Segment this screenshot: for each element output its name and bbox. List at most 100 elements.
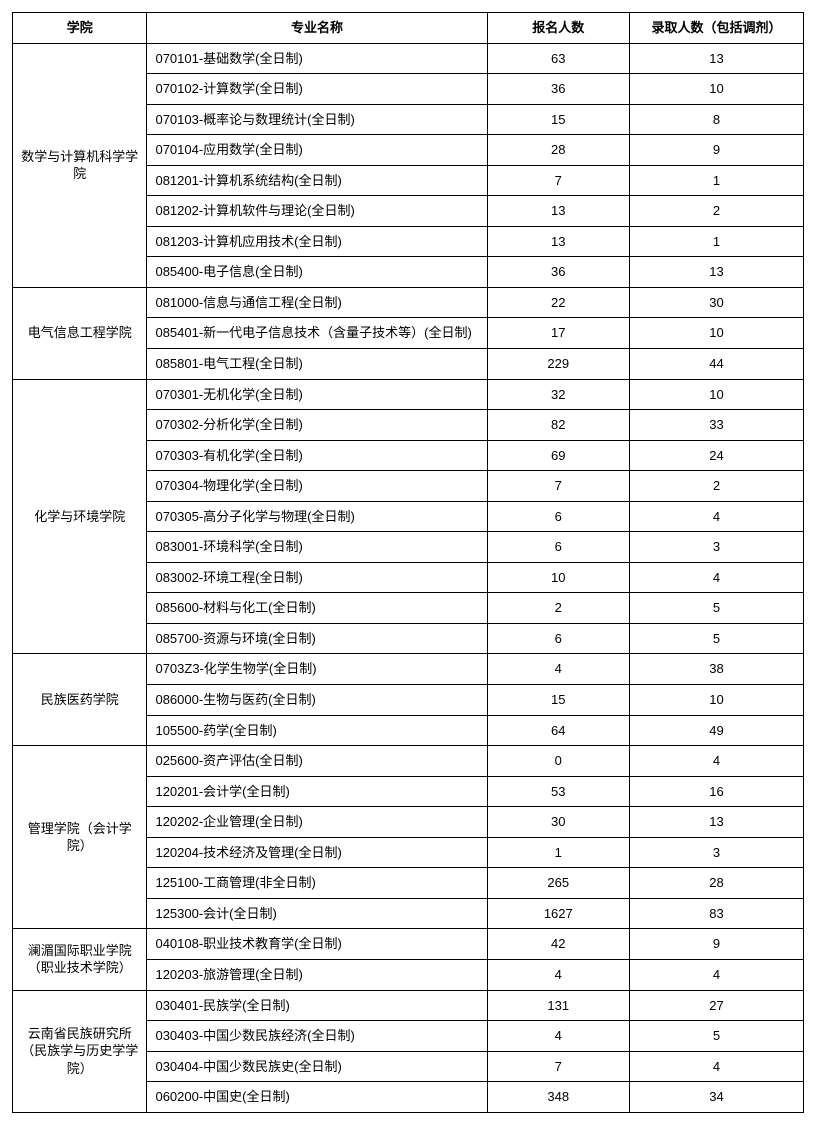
applicants-cell: 7 [487,1051,629,1082]
admits-cell: 9 [629,929,803,960]
applicants-cell: 6 [487,532,629,563]
admits-cell: 2 [629,471,803,502]
applicants-cell: 36 [487,74,629,105]
school-cell: 云南省民族研究所（民族学与历史学学院） [13,990,147,1112]
admits-cell: 83 [629,898,803,929]
applicants-cell: 2 [487,593,629,624]
applicants-cell: 42 [487,929,629,960]
school-cell: 管理学院（会计学院） [13,746,147,929]
applicants-cell: 6 [487,501,629,532]
major-cell: 120202-企业管理(全日制) [147,807,487,838]
col-header-applicants: 报名人数 [487,13,629,44]
major-cell: 085401-新一代电子信息技术（含量子技术等）(全日制) [147,318,487,349]
major-cell: 081000-信息与通信工程(全日制) [147,287,487,318]
applicants-cell: 1627 [487,898,629,929]
admits-cell: 24 [629,440,803,471]
major-cell: 081201-计算机系统结构(全日制) [147,165,487,196]
applicants-cell: 17 [487,318,629,349]
school-cell: 电气信息工程学院 [13,287,147,379]
admits-cell: 13 [629,807,803,838]
major-cell: 070103-概率论与数理统计(全日制) [147,104,487,135]
applicants-cell: 7 [487,165,629,196]
col-header-major: 专业名称 [147,13,487,44]
applicants-cell: 6 [487,623,629,654]
applicants-cell: 15 [487,685,629,716]
major-cell: 0703Z3-化学生物学(全日制) [147,654,487,685]
major-cell: 070302-分析化学(全日制) [147,410,487,441]
admits-cell: 1 [629,165,803,196]
major-cell: 040108-职业技术教育学(全日制) [147,929,487,960]
major-cell: 070101-基础数学(全日制) [147,43,487,74]
admits-cell: 5 [629,623,803,654]
major-cell: 060200-中国史(全日制) [147,1082,487,1113]
admits-cell: 4 [629,1051,803,1082]
school-cell: 化学与环境学院 [13,379,147,654]
applicants-cell: 229 [487,349,629,380]
major-cell: 085801-电气工程(全日制) [147,349,487,380]
admits-cell: 27 [629,990,803,1021]
major-cell: 030403-中国少数民族经济(全日制) [147,1021,487,1052]
applicants-cell: 69 [487,440,629,471]
major-cell: 120201-会计学(全日制) [147,776,487,807]
admits-cell: 9 [629,135,803,166]
admits-cell: 10 [629,685,803,716]
applicants-cell: 131 [487,990,629,1021]
admits-cell: 10 [629,74,803,105]
applicants-cell: 36 [487,257,629,288]
major-cell: 070102-计算数学(全日制) [147,74,487,105]
major-cell: 105500-药学(全日制) [147,715,487,746]
major-cell: 070301-无机化学(全日制) [147,379,487,410]
major-cell: 081203-计算机应用技术(全日制) [147,226,487,257]
applicants-cell: 28 [487,135,629,166]
admits-cell: 49 [629,715,803,746]
major-cell: 085700-资源与环境(全日制) [147,623,487,654]
admissions-table: 学院 专业名称 报名人数 录取人数（包括调剂） 数学与计算机科学学院070101… [12,12,804,1113]
table-row: 电气信息工程学院081000-信息与通信工程(全日制)2230 [13,287,804,318]
admits-cell: 5 [629,1021,803,1052]
admits-cell: 5 [629,593,803,624]
table-row: 化学与环境学院070301-无机化学(全日制)3210 [13,379,804,410]
table-body: 数学与计算机科学学院070101-基础数学(全日制)6313070102-计算数… [13,43,804,1112]
table-row: 云南省民族研究所（民族学与历史学学院）030401-民族学(全日制)13127 [13,990,804,1021]
col-header-admits: 录取人数（包括调剂） [629,13,803,44]
major-cell: 070305-高分子化学与物理(全日制) [147,501,487,532]
applicants-cell: 22 [487,287,629,318]
admits-cell: 8 [629,104,803,135]
school-cell: 民族医药学院 [13,654,147,746]
applicants-cell: 32 [487,379,629,410]
admits-cell: 1 [629,226,803,257]
admits-cell: 4 [629,959,803,990]
applicants-cell: 4 [487,1021,629,1052]
admits-cell: 10 [629,379,803,410]
major-cell: 030401-民族学(全日制) [147,990,487,1021]
major-cell: 120203-旅游管理(全日制) [147,959,487,990]
admits-cell: 10 [629,318,803,349]
applicants-cell: 30 [487,807,629,838]
table-row: 管理学院（会计学院）025600-资产评估(全日制)04 [13,746,804,777]
applicants-cell: 4 [487,654,629,685]
table-row: 数学与计算机科学学院070101-基础数学(全日制)6313 [13,43,804,74]
major-cell: 030404-中国少数民族史(全日制) [147,1051,487,1082]
applicants-cell: 10 [487,562,629,593]
applicants-cell: 53 [487,776,629,807]
applicants-cell: 63 [487,43,629,74]
table-row: 澜湄国际职业学院（职业技术学院）040108-职业技术教育学(全日制)429 [13,929,804,960]
applicants-cell: 82 [487,410,629,441]
major-cell: 070304-物理化学(全日制) [147,471,487,502]
school-cell: 数学与计算机科学学院 [13,43,147,287]
applicants-cell: 1 [487,837,629,868]
school-cell: 澜湄国际职业学院（职业技术学院） [13,929,147,990]
major-cell: 083002-环境工程(全日制) [147,562,487,593]
admits-cell: 4 [629,746,803,777]
admits-cell: 30 [629,287,803,318]
applicants-cell: 13 [487,196,629,227]
major-cell: 070104-应用数学(全日制) [147,135,487,166]
admits-cell: 33 [629,410,803,441]
major-cell: 070303-有机化学(全日制) [147,440,487,471]
major-cell: 085400-电子信息(全日制) [147,257,487,288]
applicants-cell: 13 [487,226,629,257]
admits-cell: 4 [629,501,803,532]
major-cell: 125100-工商管理(非全日制) [147,868,487,899]
col-header-school: 学院 [13,13,147,44]
major-cell: 085600-材料与化工(全日制) [147,593,487,624]
